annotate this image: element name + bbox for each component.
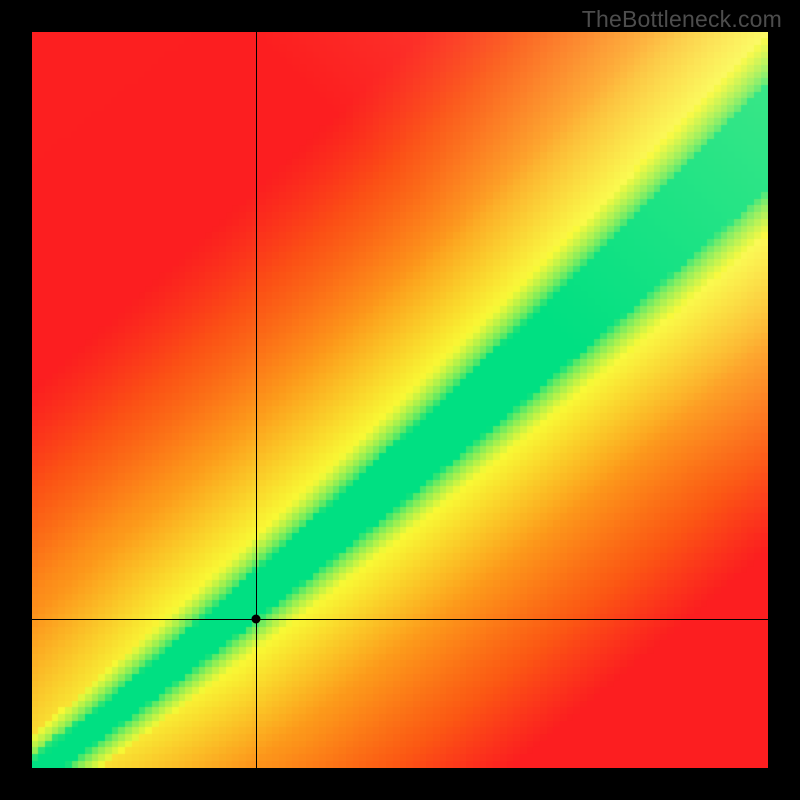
crosshair-horizontal: [32, 619, 768, 620]
crosshair-vertical: [256, 32, 257, 768]
heatmap-canvas: [32, 32, 768, 768]
current-point-marker: [252, 615, 261, 624]
outer-frame: TheBottleneck.com: [0, 0, 800, 800]
chart-area: [32, 32, 768, 768]
watermark-text: TheBottleneck.com: [582, 6, 782, 33]
